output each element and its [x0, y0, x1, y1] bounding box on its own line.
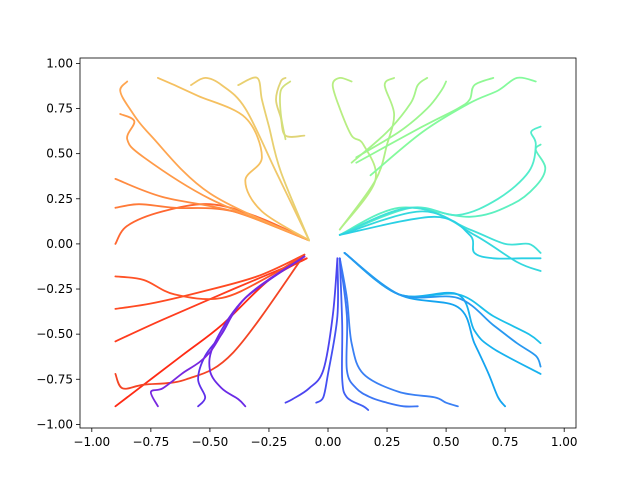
x-tick-label: 0.00 [315, 435, 342, 449]
series-line-6 [114, 203, 310, 245]
y-tick-label: −1.00 [36, 417, 73, 431]
x-tick-label: −0.75 [132, 435, 169, 449]
series-line-34 [315, 257, 340, 404]
y-tick-label: 0.25 [46, 192, 73, 206]
series-line-11 [157, 77, 310, 242]
series-line-21 [369, 76, 537, 177]
series-line-33 [338, 257, 370, 411]
y-tick-label: −0.50 [36, 327, 73, 341]
x-tick-label: 0.25 [374, 435, 401, 449]
series-line-30 [343, 252, 542, 368]
y-axis: 1.00 0.75 0.50 0.25 0.00 −0.25 −0.50 −0.75 −1.00 [36, 56, 80, 431]
series-line-12 [190, 77, 310, 242]
x-tick-label: −1.00 [73, 435, 110, 449]
x-tick-label: 1.00 [551, 435, 578, 449]
y-tick-label: −0.75 [36, 372, 73, 386]
series-line-20 [355, 77, 495, 164]
series-line-2 [114, 257, 308, 343]
series-line-19 [355, 80, 447, 159]
y-tick-label: 1.00 [46, 56, 73, 70]
series-line-35 [284, 257, 339, 404]
series-line-17 [338, 77, 396, 231]
x-tick-label: 0.50 [433, 435, 460, 449]
series-line-32 [338, 257, 419, 408]
series-line-18 [350, 77, 429, 164]
series-line-26 [338, 215, 542, 260]
x-tick-label: −0.50 [192, 435, 229, 449]
x-axis: −1.00 −0.75 −0.50 −0.25 0.00 0.25 0.50 0.75 1.00 [73, 428, 578, 449]
x-tick-label: 0.75 [492, 435, 519, 449]
x-tick-label: −0.25 [251, 435, 288, 449]
y-tick-label: 0.50 [46, 147, 73, 161]
series-layer [114, 76, 547, 411]
y-tick-label: 0.00 [46, 237, 73, 251]
series-line-4 [114, 253, 306, 301]
series-line-31 [338, 257, 459, 408]
y-tick-label: −0.25 [36, 282, 73, 296]
series-line-38 [149, 255, 306, 408]
series-line-24 [338, 206, 542, 254]
series-line-14 [275, 77, 306, 138]
series-line-13 [237, 76, 310, 242]
series-line-3 [114, 253, 306, 310]
series-line-15 [278, 80, 292, 141]
plot-area [80, 58, 576, 428]
series-line-25 [338, 210, 542, 272]
series-line-10 [119, 80, 310, 242]
series-line-16 [331, 76, 377, 231]
y-tick-label: 0.75 [46, 102, 73, 116]
series-line-9 [119, 113, 310, 242]
series-line-22 [338, 143, 547, 236]
